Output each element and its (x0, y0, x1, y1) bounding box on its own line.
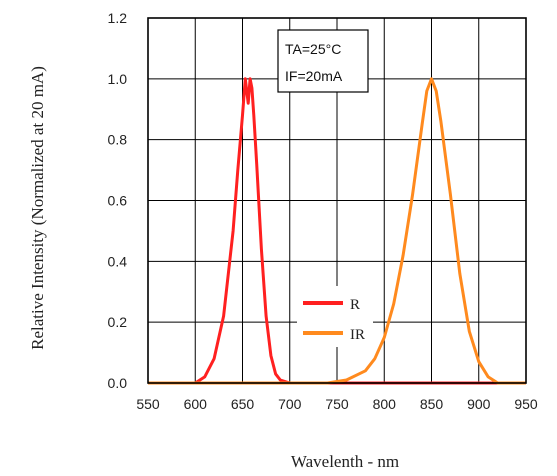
legend: R IR (297, 286, 373, 347)
series-lines (148, 77, 526, 385)
y-tick-label: 0.2 (108, 314, 128, 330)
y-tick-label: 0.6 (108, 193, 128, 209)
annotation-if: IF=20mA (285, 68, 343, 84)
y-tick-label: 0.8 (108, 132, 128, 148)
y-axis-title: Relative Intensity (Normalized at 20 mA) (28, 66, 47, 350)
annotation-box: TA=25°C IF=20mA (277, 29, 369, 93)
y-tick-label: 0.4 (108, 253, 128, 269)
legend-label-ir: IR (350, 327, 365, 343)
x-tick-label: 600 (184, 396, 208, 412)
x-tick-label: 650 (231, 396, 255, 412)
x-tick-label: 900 (467, 396, 491, 412)
x-tick-label: 800 (373, 396, 397, 412)
series-line-r (148, 77, 526, 385)
y-tick-label: 0.0 (108, 375, 128, 391)
x-tick-label: 850 (420, 396, 444, 412)
y-tick-label: 1.2 (108, 10, 128, 26)
x-tick-label: 550 (136, 396, 160, 412)
x-tick-label: 750 (325, 396, 349, 412)
series-line-ir (148, 77, 526, 385)
plot-frame (147, 17, 527, 384)
x-tick-labels: 550 600 650 700 750 800 850 900 950 (136, 396, 538, 412)
y-tick-label: 1.0 (108, 71, 128, 87)
x-tick-label: 950 (514, 396, 538, 412)
x-tick-label: 700 (278, 396, 302, 412)
x-axis-title: Wavelenth - nm (291, 452, 399, 471)
y-tick-labels: 0.0 0.2 0.4 0.6 0.8 1.0 1.2 (108, 10, 128, 391)
grid (147, 17, 527, 384)
annotation-ta: TA=25°C (285, 41, 341, 57)
legend-label-r: R (350, 297, 360, 313)
